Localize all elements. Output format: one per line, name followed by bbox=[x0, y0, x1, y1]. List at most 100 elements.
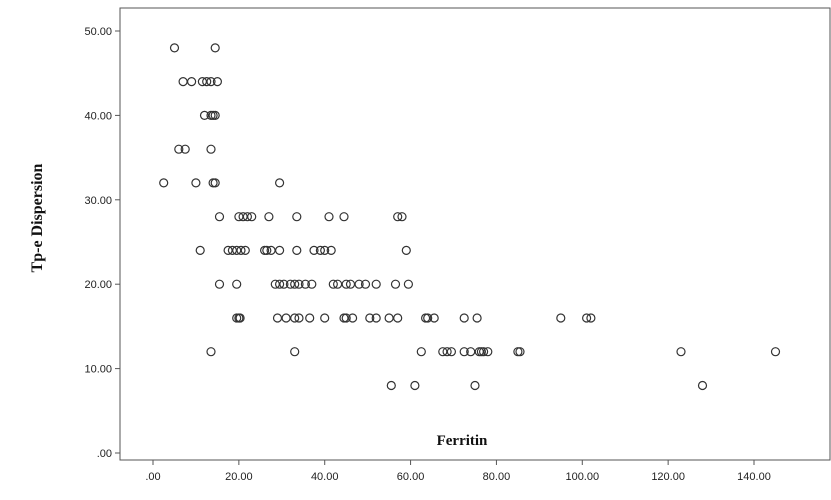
data-point bbox=[393, 212, 403, 222]
data-point bbox=[354, 279, 364, 289]
data-point bbox=[315, 245, 325, 255]
data-point bbox=[279, 279, 289, 289]
x-tick-label: 100.00 bbox=[565, 471, 599, 483]
data-point bbox=[232, 245, 242, 255]
data-point bbox=[429, 313, 439, 323]
data-point bbox=[416, 347, 426, 357]
data-point bbox=[180, 144, 190, 154]
data-point bbox=[438, 347, 448, 357]
data-point bbox=[403, 279, 413, 289]
data-point bbox=[227, 245, 237, 255]
y-axis-title: Tp-e Dispersion bbox=[29, 163, 46, 272]
data-point bbox=[515, 347, 525, 357]
data-point bbox=[305, 313, 315, 323]
data-point bbox=[324, 212, 334, 222]
data-point bbox=[556, 313, 566, 323]
data-point bbox=[770, 347, 781, 357]
y-tick-label: 40.00 bbox=[84, 110, 112, 122]
data-point bbox=[339, 212, 349, 222]
y-axis: .00 10.00 20.00 30.00 40.00 50.00 bbox=[84, 26, 120, 460]
plot-area bbox=[119, 7, 831, 461]
data-point bbox=[697, 380, 708, 391]
data-point bbox=[483, 347, 493, 357]
data-point bbox=[242, 212, 252, 222]
data-point bbox=[197, 76, 207, 87]
data-point bbox=[206, 347, 216, 357]
data-point bbox=[341, 313, 351, 323]
y-tick-label: 30.00 bbox=[84, 195, 112, 207]
data-point bbox=[348, 313, 358, 323]
data-point bbox=[320, 245, 330, 255]
data-point bbox=[236, 245, 246, 255]
data-point bbox=[195, 245, 205, 255]
y-tick-label: .00 bbox=[97, 448, 112, 460]
data-point bbox=[459, 347, 469, 357]
data-point bbox=[423, 313, 433, 323]
data-point bbox=[360, 279, 371, 289]
data-point bbox=[397, 212, 407, 222]
data-point bbox=[281, 313, 291, 323]
data-point bbox=[290, 313, 300, 323]
y-tick-label: 10.00 bbox=[84, 364, 112, 376]
data-point bbox=[470, 380, 480, 391]
data-point bbox=[275, 245, 285, 255]
x-axis-title: Ferritin bbox=[437, 433, 488, 449]
data-point bbox=[285, 279, 295, 289]
x-axis: .00 20.00 40.00 60.00 80.00 100.00 120.00 140.0… bbox=[145, 460, 771, 483]
data-point bbox=[676, 347, 686, 357]
data-point bbox=[187, 76, 197, 87]
data-point bbox=[292, 245, 302, 255]
data-point bbox=[328, 279, 338, 289]
data-point bbox=[586, 313, 596, 323]
data-point bbox=[240, 245, 250, 255]
data-point bbox=[206, 76, 216, 87]
data-point bbox=[206, 144, 216, 154]
data-point bbox=[371, 279, 381, 289]
data-point bbox=[581, 313, 592, 323]
data-points bbox=[159, 43, 781, 391]
data-point bbox=[326, 245, 336, 255]
data-point bbox=[270, 279, 280, 289]
x-tick-label: 80.00 bbox=[483, 471, 511, 483]
data-point bbox=[212, 76, 222, 87]
x-tick-label: .00 bbox=[145, 471, 160, 483]
data-point bbox=[264, 212, 274, 222]
data-point bbox=[300, 279, 310, 289]
data-point bbox=[262, 245, 272, 255]
data-point bbox=[333, 279, 343, 289]
data-point bbox=[191, 178, 201, 188]
data-point bbox=[345, 279, 356, 289]
data-point bbox=[309, 245, 319, 255]
data-point bbox=[393, 313, 403, 323]
data-point bbox=[341, 279, 351, 289]
data-point bbox=[307, 279, 317, 289]
data-point bbox=[365, 313, 375, 323]
data-point bbox=[459, 313, 469, 323]
x-tick-label: 20.00 bbox=[225, 471, 253, 483]
data-point bbox=[202, 76, 212, 87]
data-point bbox=[272, 313, 283, 323]
data-point bbox=[169, 43, 180, 53]
data-point bbox=[384, 313, 394, 323]
data-point bbox=[290, 279, 300, 289]
data-point bbox=[159, 178, 169, 188]
data-point bbox=[410, 380, 420, 391]
y-tick-label: 20.00 bbox=[84, 279, 112, 291]
data-point bbox=[235, 313, 245, 323]
data-point bbox=[320, 313, 330, 323]
data-point bbox=[371, 313, 381, 323]
x-tick-label: 40.00 bbox=[311, 471, 339, 483]
y-tick-label: 50.00 bbox=[84, 26, 112, 38]
x-tick-label: 120.00 bbox=[651, 471, 685, 483]
data-point bbox=[401, 245, 411, 255]
data-point bbox=[479, 347, 489, 357]
data-point bbox=[390, 279, 401, 289]
data-point bbox=[210, 178, 220, 188]
x-tick-label: 140.00 bbox=[737, 471, 771, 483]
data-point bbox=[294, 313, 304, 323]
data-point bbox=[210, 43, 220, 53]
data-point bbox=[214, 279, 225, 289]
x-tick-label: 60.00 bbox=[397, 471, 425, 483]
data-point bbox=[290, 347, 300, 357]
data-point bbox=[275, 178, 285, 188]
